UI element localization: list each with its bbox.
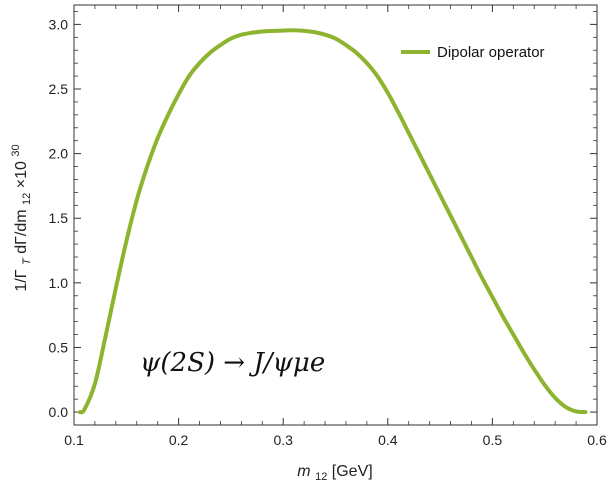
- y-axis-title-mid: dΓ/dm: [13, 209, 30, 253]
- plot-border: [73, 4, 598, 426]
- legend: Dipolar operator: [401, 44, 545, 61]
- y-axis-title-subscript-1: T: [21, 257, 33, 265]
- y-axis-title-superscript: 30: [10, 144, 22, 156]
- decay-annotation: ψ(2S) → J/ψμe: [140, 348, 325, 378]
- y-tick-label: 1.0: [49, 275, 69, 291]
- y-tick-label: 0.5: [49, 339, 69, 355]
- y-axis-title-main: 1/Γ: [13, 269, 30, 291]
- y-tick-label: 2.0: [49, 146, 69, 162]
- y-axis-title-subscript-2: 12: [21, 193, 33, 205]
- legend-label: Dipolar operator: [437, 44, 545, 61]
- x-tick-label: 0.1: [64, 432, 84, 448]
- y-tick-label: 3.0: [49, 16, 69, 32]
- y-axis-title: 1/Γ T dΓ/dm 12 ×10 30: [10, 144, 34, 291]
- series-line-dipolar-operator: [77, 28, 588, 415]
- x-axis-title-subscript: 12: [315, 471, 327, 483]
- x-tick-label: 0.2: [169, 432, 189, 448]
- y-tick-label: 2.5: [49, 81, 69, 97]
- y-tick-label: 0.0: [49, 404, 69, 420]
- x-axis-title-unit: [GeV]: [332, 463, 373, 480]
- axis-ticks: 0.1 0.2 0.3 0.4 0.5 0.6 0.0 0.5 1.0 1.5 2.0 2.5 3.0: [49, 5, 607, 448]
- x-axis-title: m 12 [GeV]: [297, 463, 372, 484]
- y-tick-label: 1.5: [49, 210, 69, 226]
- plot-frame: [73, 4, 598, 426]
- x-tick-label: 0.4: [378, 432, 398, 448]
- series-layer: [77, 28, 588, 415]
- x-tick-label: 0.3: [273, 432, 293, 448]
- x-axis-title-main: m: [297, 463, 310, 480]
- x-tick-label: 0.5: [483, 432, 503, 448]
- y-axis-title-times: ×10: [13, 161, 30, 188]
- x-tick-label: 0.6: [587, 432, 607, 448]
